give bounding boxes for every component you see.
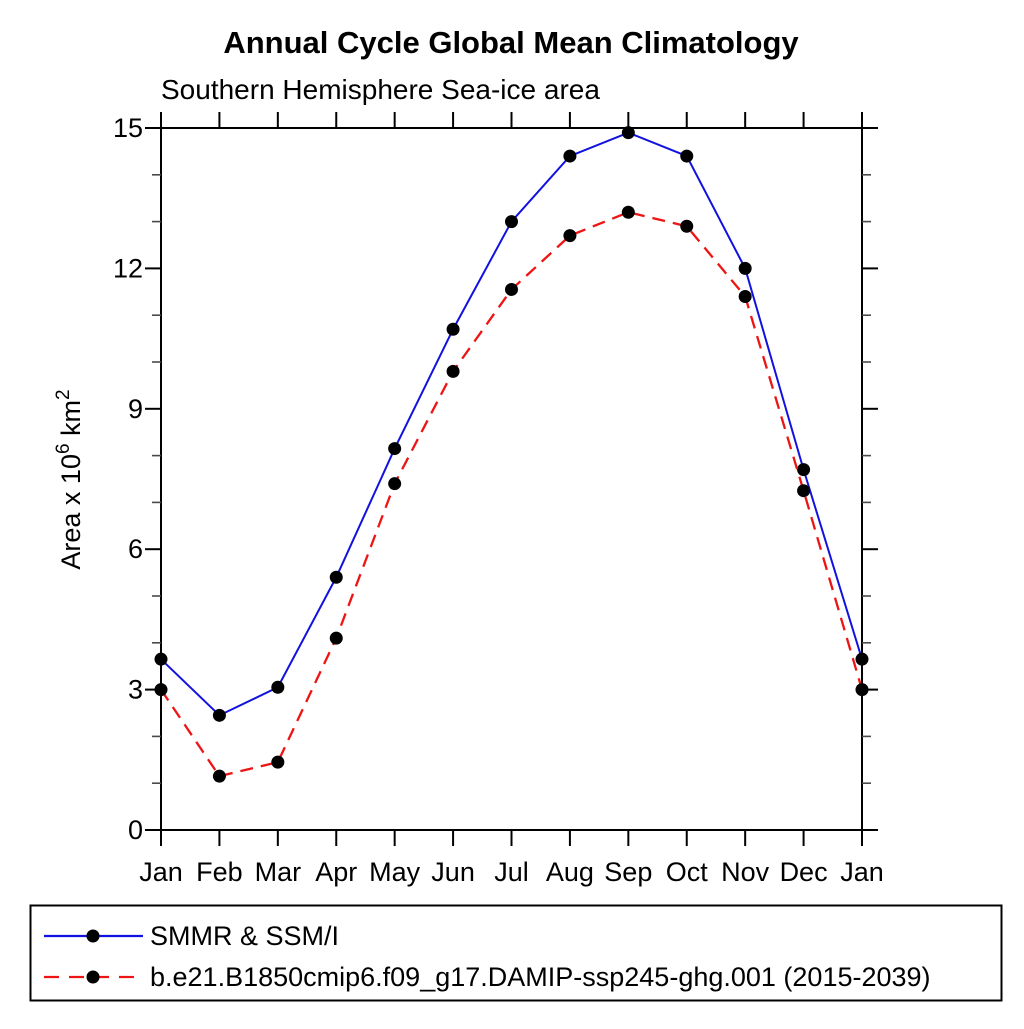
legend-model-marker — [86, 970, 100, 984]
x-tick-label: Sep — [604, 857, 652, 887]
y-tick-label: 0 — [128, 815, 143, 845]
y-tick-label: 6 — [128, 534, 143, 564]
obs-marker — [855, 652, 869, 666]
model-marker — [797, 484, 811, 498]
obs-marker — [621, 126, 635, 140]
model-marker — [271, 755, 285, 769]
legend-entry-model: b.e21.B1850cmip6.f09_g17.DAMIP-ssp245-gh… — [44, 962, 931, 992]
plot-border — [160, 127, 863, 831]
model-marker — [738, 289, 752, 303]
model-marker — [563, 229, 577, 243]
x-tick-label: Jul — [494, 857, 529, 887]
x-tick-label: Feb — [196, 857, 243, 887]
obs-marker — [388, 442, 402, 456]
obs-marker — [680, 149, 694, 163]
y-tick-label: 12 — [113, 253, 143, 283]
x-tick-label: Aug — [546, 857, 594, 887]
obs-marker — [505, 215, 518, 229]
x-tick-label: Nov — [721, 857, 770, 887]
obs-marker — [738, 261, 752, 275]
model-marker — [329, 631, 343, 645]
legend-obs-marker — [86, 929, 100, 943]
x-tick-label: May — [369, 857, 421, 887]
legend-model-label: b.e21.B1850cmip6.f09_g17.DAMIP-ssp245-gh… — [150, 962, 931, 992]
legend-obs-label: SMMR & SSM/I — [150, 921, 339, 951]
x-tick-label: Apr — [315, 857, 357, 887]
x-tick-label: Jan — [139, 857, 183, 887]
obs-marker — [154, 652, 168, 666]
model-series-line — [160, 211, 864, 778]
model-marker — [505, 282, 518, 296]
x-tick-label: Dec — [780, 857, 828, 887]
obs-marker — [446, 322, 460, 336]
x-tick-label: Jan — [840, 857, 884, 887]
model-marker — [446, 364, 460, 378]
chart-subtitle: Southern Hemisphere Sea-ice area — [161, 74, 600, 105]
model-marker — [855, 683, 869, 697]
y-axis-title: Area x 106 km2 — [53, 389, 86, 569]
model-marker — [212, 769, 226, 783]
x-tick-label: Jun — [431, 857, 475, 887]
obs-marker — [563, 149, 577, 163]
model-marker — [680, 219, 694, 233]
obs-marker — [797, 463, 811, 477]
y-tick-label: 9 — [128, 394, 143, 424]
y-tick-label: 15 — [113, 113, 143, 143]
chart-title: Annual Cycle Global Mean Climatology — [223, 25, 799, 60]
x-tick-label: Oct — [666, 857, 709, 887]
x-tick-label: Mar — [255, 857, 302, 887]
legend-box — [29, 904, 1003, 1002]
obs-marker — [212, 708, 226, 722]
model-marker — [388, 477, 402, 491]
legend-entry-obs: SMMR & SSM/I — [44, 921, 339, 951]
legend: SMMR & SSM/I b.e21.B1850cmip6.f09_g17.DA… — [29, 904, 1003, 1002]
model-marker — [621, 205, 635, 219]
obs-marker — [271, 680, 285, 694]
obs-marker — [329, 570, 343, 584]
y-tick-label: 3 — [128, 675, 143, 705]
model-marker — [154, 683, 168, 697]
plot-area: Jan Feb Mar Apr May Jun Jul Aug Sep Oct Nov Dec Jan 0… — [53, 112, 884, 887]
